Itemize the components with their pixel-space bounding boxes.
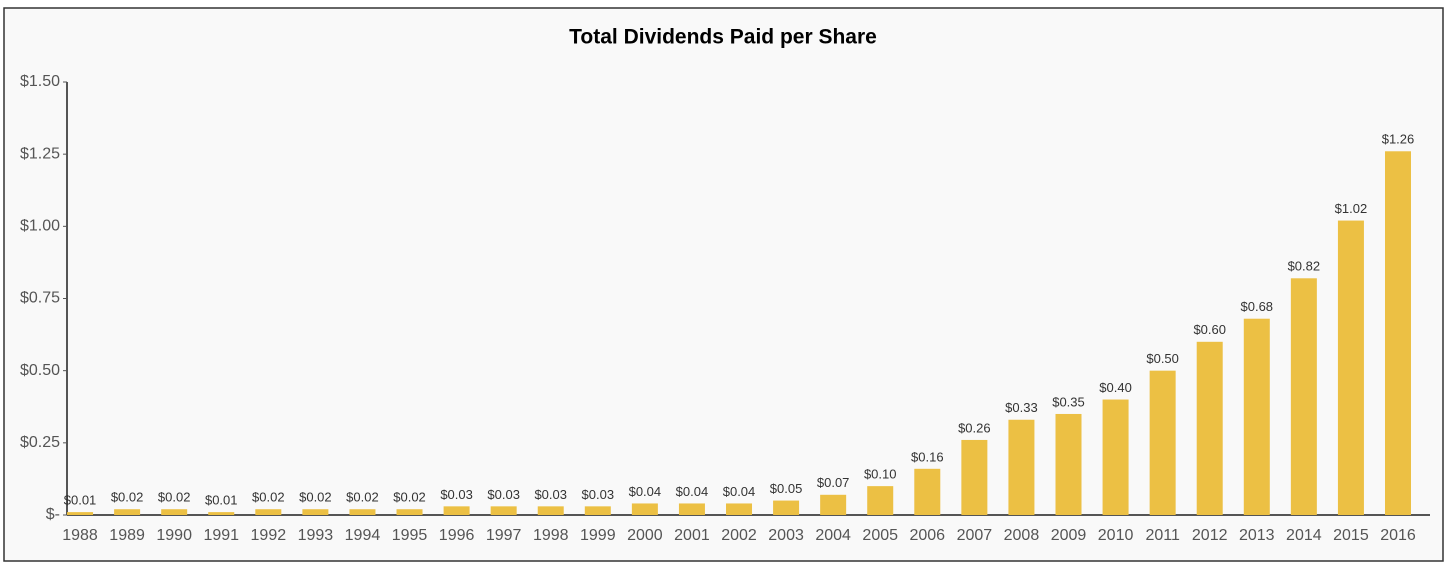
- bar: [820, 494, 847, 515]
- bar: [867, 486, 894, 515]
- x-tick-label: 1997: [486, 527, 522, 544]
- bar: [161, 509, 188, 515]
- x-tick-label: 2007: [957, 527, 993, 544]
- x-tick-label: 2014: [1286, 527, 1322, 544]
- value-label: $0.01: [205, 493, 238, 508]
- x-tick-label: 1999: [580, 527, 616, 544]
- x-tick-label: 2002: [721, 527, 757, 544]
- bar: [255, 509, 282, 515]
- bar: [1102, 399, 1129, 515]
- value-label: $0.04: [723, 484, 756, 499]
- chart-frame: [3, 7, 1444, 562]
- x-tick-label: 1990: [156, 527, 192, 544]
- value-label: $0.02: [393, 490, 426, 505]
- x-tick-label: 2009: [1051, 527, 1087, 544]
- value-label: $0.03: [440, 487, 473, 502]
- bar: [1337, 220, 1364, 515]
- bar: [678, 503, 705, 515]
- bar: [1055, 413, 1082, 515]
- value-label: $0.02: [158, 490, 191, 505]
- x-tick-label: 1991: [203, 527, 239, 544]
- value-label: $0.33: [1005, 400, 1038, 415]
- y-tick-label: $0.25: [20, 434, 60, 451]
- x-tick-label: 2010: [1098, 527, 1134, 544]
- y-tick-label: $1.00: [20, 218, 60, 235]
- value-label: $0.10: [864, 467, 897, 482]
- x-tick-label: 1989: [109, 527, 145, 544]
- value-label: $0.02: [346, 490, 379, 505]
- value-label: $1.02: [1335, 201, 1368, 216]
- x-tick-label: 1988: [62, 527, 98, 544]
- bar: [349, 509, 376, 515]
- value-label: $0.03: [582, 487, 615, 502]
- bar: [961, 439, 988, 515]
- y-tick-label: $0.75: [20, 290, 60, 307]
- value-label: $0.01: [64, 493, 97, 508]
- bar: [773, 500, 800, 515]
- y-tick-label: $1.50: [20, 73, 60, 90]
- bar: [914, 468, 941, 515]
- bar: [443, 506, 470, 515]
- x-tick-label: 2013: [1239, 527, 1275, 544]
- bar: [208, 512, 235, 515]
- value-label: $0.07: [817, 475, 850, 490]
- bar: [67, 512, 94, 515]
- x-tick-label: 1993: [298, 527, 334, 544]
- y-tick-label: $1.25: [20, 145, 60, 162]
- x-tick-label: 2003: [768, 527, 804, 544]
- bar: [490, 506, 517, 515]
- bar: [302, 509, 329, 515]
- value-label: $0.68: [1241, 299, 1274, 314]
- value-label: $0.02: [252, 490, 285, 505]
- value-label: $0.50: [1146, 351, 1179, 366]
- bar: [1243, 318, 1270, 515]
- bar: [1008, 419, 1035, 515]
- bar: [114, 509, 141, 515]
- x-tick-label: 2008: [1004, 527, 1040, 544]
- value-label: $0.05: [770, 481, 803, 496]
- x-tick-label: 2000: [627, 527, 663, 544]
- x-tick-label: 1996: [439, 527, 475, 544]
- value-label: $0.03: [487, 487, 520, 502]
- x-tick-label: 1994: [345, 527, 381, 544]
- y-tick-label: $-: [46, 506, 60, 523]
- value-label: $0.16: [911, 449, 944, 464]
- x-tick-label: 2015: [1333, 527, 1369, 544]
- x-tick-label: 1995: [392, 527, 428, 544]
- value-label: $0.35: [1052, 394, 1085, 409]
- x-tick-label: 1992: [251, 527, 287, 544]
- bar: [726, 503, 753, 515]
- y-tick-label: $0.50: [20, 362, 60, 379]
- x-tick-label: 2004: [815, 527, 851, 544]
- x-tick-label: 2016: [1380, 527, 1416, 544]
- value-label: $1.26: [1382, 132, 1415, 147]
- bar: [1196, 341, 1223, 515]
- value-label: $0.04: [629, 484, 662, 499]
- value-label: $0.02: [111, 490, 144, 505]
- x-tick-label: 2006: [909, 527, 945, 544]
- x-tick-label: 1998: [533, 527, 569, 544]
- value-label: $0.82: [1288, 259, 1321, 274]
- bar: [1149, 370, 1176, 515]
- value-label: $0.02: [299, 490, 332, 505]
- bar: [584, 506, 611, 515]
- bar: [1384, 151, 1411, 515]
- value-label: $0.26: [958, 420, 991, 435]
- x-tick-label: 2001: [674, 527, 710, 544]
- bar: [537, 506, 564, 515]
- value-label: $0.40: [1099, 380, 1132, 395]
- bar: [1290, 278, 1317, 515]
- x-tick-label: 2012: [1192, 527, 1228, 544]
- chart-title: Total Dividends Paid per Share: [569, 26, 877, 49]
- bar: [631, 503, 658, 515]
- x-tick-label: 2011: [1145, 527, 1180, 544]
- value-label: $0.03: [534, 487, 567, 502]
- x-tick-label: 2005: [862, 527, 898, 544]
- value-label: $0.60: [1193, 322, 1226, 337]
- bar: [396, 509, 423, 515]
- value-label: $0.04: [676, 484, 709, 499]
